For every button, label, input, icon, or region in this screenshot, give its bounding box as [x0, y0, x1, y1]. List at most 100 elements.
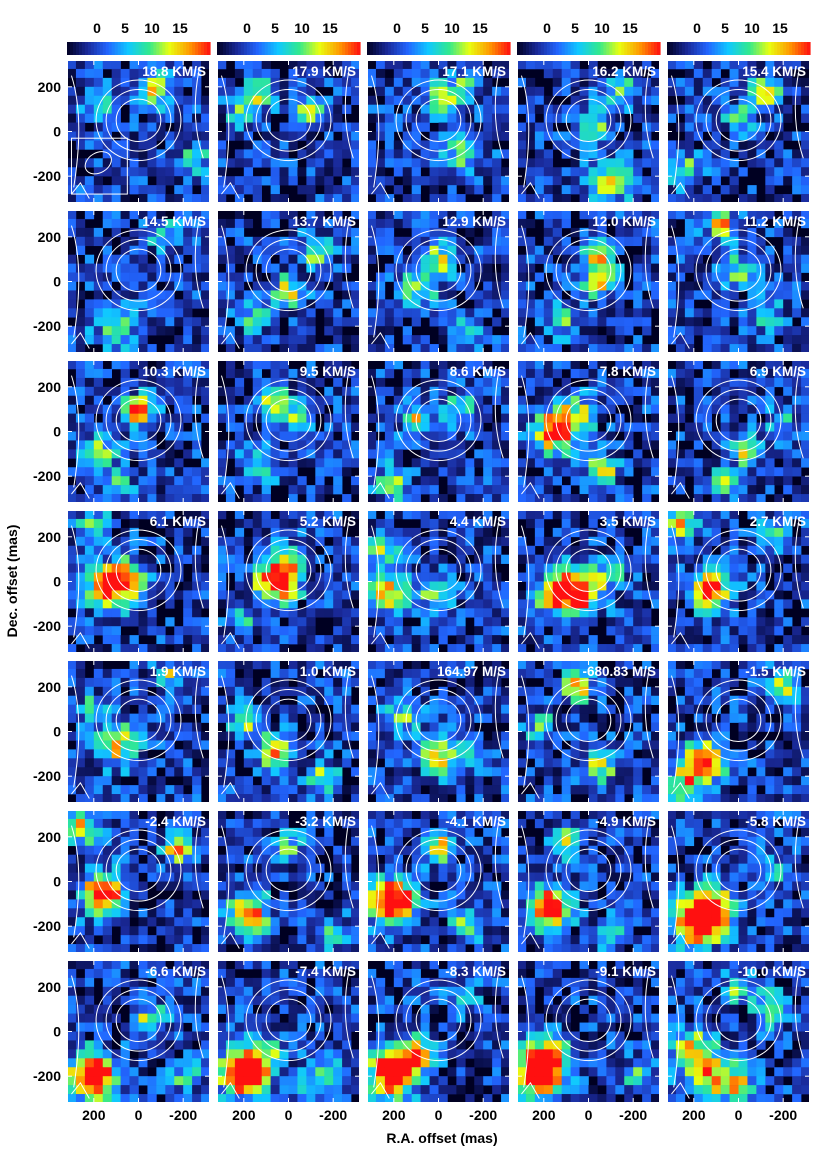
intensity-pixel [675, 545, 686, 555]
intensity-pixel [624, 317, 634, 327]
intensity-pixel [138, 60, 148, 70]
colorbar-segment [654, 42, 658, 55]
intensity-pixel [684, 422, 695, 432]
intensity-pixel [774, 467, 784, 477]
intensity-pixel [684, 176, 695, 186]
intensity-pixel [492, 458, 502, 468]
intensity-pixel [720, 554, 730, 564]
intensity-pixel [543, 210, 554, 220]
intensity-pixel [729, 563, 739, 573]
intensity-pixel [675, 386, 686, 397]
intensity-pixel [225, 113, 236, 123]
intensity-pixel [588, 377, 598, 388]
intensity-pixel [270, 77, 280, 88]
intensity-pixel [288, 227, 298, 238]
intensity-pixel [747, 581, 757, 591]
intensity-pixel [456, 518, 466, 529]
intensity-pixel [801, 236, 810, 247]
intensity-pixel [234, 377, 245, 388]
intensity-pixel [738, 377, 748, 388]
colorbar-segment [606, 42, 610, 55]
intensity-pixel [411, 236, 421, 247]
intensity-pixel [711, 236, 721, 247]
intensity-pixel [702, 476, 712, 486]
intensity-pixel [801, 263, 810, 273]
intensity-pixel [217, 644, 227, 653]
intensity-pixel [552, 263, 562, 273]
intensity-pixel [693, 422, 704, 432]
intensity-pixel [624, 608, 634, 618]
intensity-pixel [642, 485, 652, 495]
intensity-pixel [288, 458, 298, 468]
continuum-contour [520, 525, 530, 638]
intensity-pixel [684, 536, 695, 547]
intensity-pixel [783, 518, 793, 529]
intensity-pixel [402, 510, 412, 520]
intensity-pixel [306, 554, 316, 564]
colorbar-segment [783, 42, 787, 55]
intensity-pixel [756, 554, 766, 564]
intensity-pixel [667, 149, 677, 159]
intensity-pixel [270, 95, 280, 105]
intensity-pixel [543, 290, 554, 300]
intensity-pixel [552, 572, 562, 582]
intensity-pixel [420, 140, 430, 150]
intensity-pixel [375, 608, 386, 618]
intensity-pixel [93, 335, 104, 345]
intensity-pixel [465, 149, 475, 159]
intensity-pixel [492, 536, 502, 547]
intensity-pixel [147, 510, 157, 520]
intensity-pixel [729, 317, 739, 327]
intensity-pixel [492, 431, 502, 441]
intensity-pixel [642, 386, 652, 397]
colorbar-segment [504, 42, 508, 55]
intensity-pixel [711, 308, 721, 318]
intensity-pixel [642, 245, 652, 255]
intensity-pixel [543, 360, 554, 370]
channel-panel: 17.9 KM/S [217, 60, 360, 203]
intensity-pixel [552, 494, 562, 503]
intensity-pixel [606, 458, 616, 468]
intensity-pixel [642, 581, 652, 591]
intensity-pixel [702, 263, 712, 273]
intensity-pixel [702, 581, 712, 591]
intensity-pixel [720, 368, 730, 379]
intensity-pixel [324, 440, 334, 450]
intensity-pixel [517, 335, 527, 345]
intensity-pixel [129, 476, 139, 486]
intensity-pixel [234, 308, 245, 318]
intensity-pixel [474, 485, 484, 495]
intensity-pixel [570, 344, 580, 353]
intensity-pixel [693, 236, 704, 247]
intensity-pixel [261, 494, 271, 503]
intensity-pixel [102, 518, 112, 529]
intensity-pixel [156, 308, 166, 318]
intensity-pixel [738, 368, 748, 379]
intensity-pixel [93, 476, 104, 486]
intensity-pixel [138, 158, 148, 168]
continuum-contour [370, 375, 380, 488]
intensity-pixel [111, 494, 121, 503]
intensity-pixel [483, 581, 493, 591]
intensity-pixel [165, 635, 175, 645]
intensity-pixel [588, 617, 598, 627]
intensity-pixel [456, 104, 466, 114]
continuum-contour [95, 79, 182, 162]
intensity-pixel [720, 545, 730, 555]
intensity-pixel [234, 131, 245, 141]
intensity-pixel [774, 131, 784, 141]
intensity-pixel [738, 458, 748, 468]
intensity-pixel [333, 449, 343, 459]
intensity-pixel [147, 140, 157, 150]
intensity-pixel [84, 299, 95, 309]
intensity-pixel [315, 194, 325, 203]
intensity-pixel [84, 185, 95, 195]
intensity-pixel [667, 368, 677, 379]
intensity-pixel [429, 167, 439, 177]
intensity-pixel [693, 218, 704, 229]
intensity-pixel [667, 518, 677, 529]
intensity-pixel [633, 626, 643, 636]
colorbar-segment [435, 42, 440, 55]
intensity-pixel [642, 467, 652, 477]
intensity-pixel [570, 77, 580, 88]
